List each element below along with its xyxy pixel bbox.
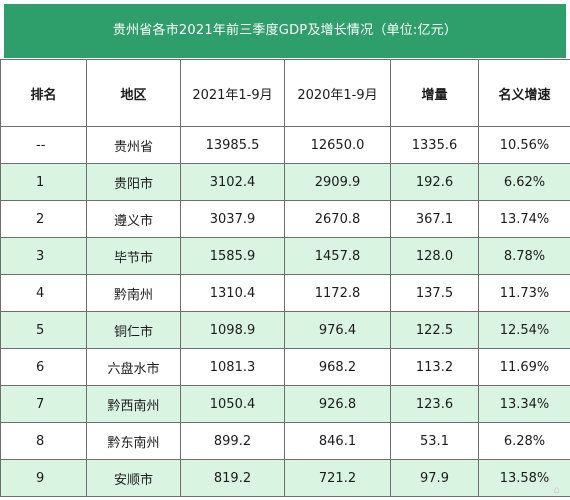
cell-y2021: 1081.3 xyxy=(180,348,285,386)
header-increase: 增量 xyxy=(390,59,479,127)
header-2021: 2021年1-9月 xyxy=(180,59,285,127)
cell-rate: 6.62% xyxy=(478,163,570,201)
header-2020: 2020年1-9月 xyxy=(284,59,391,127)
cell-rank: 4 xyxy=(0,274,87,312)
cell-increase: 122.5 xyxy=(390,311,479,349)
cell-y2020: 1172.8 xyxy=(284,274,391,312)
cell-region: 黔西南州 xyxy=(86,385,181,423)
table-row: 5 铜仁市 1098.9 976.4 122.5 12.54% xyxy=(0,311,570,349)
table-row: 7 黔西南州 1050.4 926.8 123.6 13.34% xyxy=(0,385,570,423)
table-row: 9 安顺市 819.2 721.2 97.9 13.58% xyxy=(0,459,570,497)
cell-region: 贵州省 xyxy=(86,126,181,164)
cell-rank: -- xyxy=(0,126,87,164)
table-row: 4 黔南州 1310.4 1172.8 137.5 11.73% xyxy=(0,274,570,312)
cell-rank: 8 xyxy=(0,422,87,460)
cell-region: 黔南州 xyxy=(86,274,181,312)
header-rate: 名义增速 xyxy=(478,59,570,127)
cell-y2021: 3102.4 xyxy=(180,163,285,201)
cell-increase: 137.5 xyxy=(390,274,479,312)
cell-y2020: 2909.9 xyxy=(284,163,391,201)
cell-rank: 9 xyxy=(0,459,87,497)
cell-y2021: 1310.4 xyxy=(180,274,285,312)
cell-increase: 192.6 xyxy=(390,163,479,201)
cell-increase: 367.1 xyxy=(390,200,479,238)
cell-rank: 7 xyxy=(0,385,87,423)
cell-y2020: 976.4 xyxy=(284,311,391,349)
table-row: 6 六盘水市 1081.3 968.2 113.2 11.69% xyxy=(0,348,570,386)
cell-rate: 10.56% xyxy=(478,126,570,164)
cell-rank: 6 xyxy=(0,348,87,386)
table-row: 2 遵义市 3037.9 2670.8 367.1 13.74% xyxy=(0,200,570,238)
cell-rate: 11.69% xyxy=(478,348,570,386)
cell-rate: 13.34% xyxy=(478,385,570,423)
cell-region: 黔东南州 xyxy=(86,422,181,460)
header-region: 地区 xyxy=(86,59,181,127)
cell-rate: 8.78% xyxy=(478,237,570,275)
cell-increase: 1335.6 xyxy=(390,126,479,164)
cell-region: 六盘水市 xyxy=(86,348,181,386)
cell-y2020: 2670.8 xyxy=(284,200,391,238)
cell-y2020: 846.1 xyxy=(284,422,391,460)
cell-y2021: 899.2 xyxy=(180,422,285,460)
cell-increase: 53.1 xyxy=(390,422,479,460)
table-row: 8 黔东南州 899.2 846.1 53.1 6.28% xyxy=(0,422,570,460)
cell-y2020: 1457.8 xyxy=(284,237,391,275)
cell-y2021: 3037.9 xyxy=(180,200,285,238)
cell-y2021: 1050.4 xyxy=(180,385,285,423)
cell-increase: 97.9 xyxy=(390,459,479,497)
cell-y2021: 819.2 xyxy=(180,459,285,497)
gdp-table: 排名 地区 2021年1-9月 2020年1-9月 增量 名义增速 -- 贵州省 1… xyxy=(0,59,570,497)
cell-y2020: 721.2 xyxy=(284,459,391,497)
cell-region: 毕节市 xyxy=(86,237,181,275)
cell-rank: 5 xyxy=(0,311,87,349)
cell-rank: 3 xyxy=(0,237,87,275)
cell-rate: 11.73% xyxy=(478,274,570,312)
table-row: 3 毕节市 1585.9 1457.8 128.0 8.78% xyxy=(0,237,570,275)
cell-y2020: 926.8 xyxy=(284,385,391,423)
table-row: 1 贵阳市 3102.4 2909.9 192.6 6.62% xyxy=(0,163,570,201)
cell-region: 安顺市 xyxy=(86,459,181,497)
watermark: ⌂ xyxy=(553,485,560,496)
cell-region: 遵义市 xyxy=(86,200,181,238)
header-row: 排名 地区 2021年1-9月 2020年1-9月 增量 名义增速 xyxy=(0,59,570,127)
cell-rank: 1 xyxy=(0,163,87,201)
cell-y2021: 13985.5 xyxy=(180,126,285,164)
cell-region: 贵阳市 xyxy=(86,163,181,201)
cell-rate: 13.74% xyxy=(478,200,570,238)
cell-y2021: 1098.9 xyxy=(180,311,285,349)
cell-rate: 6.28% xyxy=(478,422,570,460)
cell-region: 铜仁市 xyxy=(86,311,181,349)
cell-y2020: 968.2 xyxy=(284,348,391,386)
cell-rate: 13.58% xyxy=(478,459,570,497)
cell-y2021: 1585.9 xyxy=(180,237,285,275)
cell-y2020: 12650.0 xyxy=(284,126,391,164)
table-title: 贵州省各市2021年前三季度GDP及增长情况（单位:亿元） xyxy=(4,4,566,58)
cell-rank: 2 xyxy=(0,200,87,238)
header-rank: 排名 xyxy=(0,59,87,127)
table-row: -- 贵州省 13985.5 12650.0 1335.6 10.56% xyxy=(0,126,570,164)
cell-rate: 12.54% xyxy=(478,311,570,349)
cell-increase: 123.6 xyxy=(390,385,479,423)
cell-increase: 113.2 xyxy=(390,348,479,386)
table-body: -- 贵州省 13985.5 12650.0 1335.6 10.56% 1 贵阳市 3102.… xyxy=(0,126,570,497)
cell-increase: 128.0 xyxy=(390,237,479,275)
